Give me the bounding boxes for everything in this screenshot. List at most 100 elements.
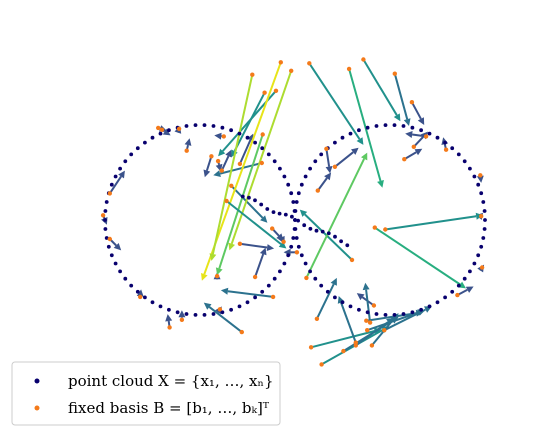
fixed-basis-point	[259, 160, 264, 166]
point-cloud-point	[211, 312, 216, 316]
basis-arrow	[305, 152, 368, 279]
point-cloud-point	[333, 234, 337, 239]
basis-arrow	[203, 155, 213, 178]
point-cloud-point	[202, 123, 207, 127]
point-cloud-point	[282, 174, 287, 179]
fixed-basis-point	[260, 132, 265, 137]
basis-arrow	[403, 148, 423, 161]
point-cloud-point	[286, 253, 291, 258]
fixed-basis-point	[262, 90, 267, 95]
point-cloud-layer	[103, 123, 487, 317]
fixed-basis-point	[184, 148, 189, 153]
legend-fixed-basis-marker	[34, 405, 40, 411]
legend: point cloud X = {x₁, …, xₙ} fixed basis …	[11, 361, 281, 426]
fixed-basis-point	[308, 345, 314, 350]
point-cloud-point	[482, 227, 487, 231]
point-cloud-point	[476, 253, 481, 258]
fixed-basis-point	[479, 265, 485, 270]
fixed-basis-point	[332, 164, 338, 169]
basis-arrow	[362, 282, 372, 323]
point-cloud-point	[468, 166, 472, 171]
point-cloud-point	[237, 131, 242, 136]
point-cloud-point	[266, 283, 271, 288]
fixed-basis-point	[319, 362, 324, 367]
point-cloud-point	[296, 191, 301, 196]
point-cloud-point	[326, 231, 331, 236]
fixed-basis-point	[367, 320, 373, 325]
point-cloud-point	[143, 295, 147, 300]
point-cloud-point	[435, 135, 440, 140]
point-cloud-point	[443, 140, 447, 145]
point-cloud-point	[293, 227, 298, 231]
fixed-basis-point	[107, 191, 113, 196]
fixed-basis-point	[252, 274, 258, 280]
point-cloud-point	[340, 300, 345, 305]
point-cloud-point	[211, 124, 216, 128]
fixed-basis-point	[372, 225, 377, 230]
point-cloud-point	[129, 283, 134, 288]
fixed-basis-point	[100, 213, 106, 218]
fixed-basis-point	[159, 127, 165, 132]
point-cloud-point	[260, 146, 265, 151]
point-cloud-point	[427, 131, 432, 136]
point-cloud-point	[468, 269, 472, 274]
point-cloud-point	[106, 244, 111, 249]
arrows-layer	[101, 58, 485, 366]
point-cloud-point	[193, 313, 198, 317]
basis-arrow	[325, 148, 333, 174]
point-cloud-point	[272, 159, 277, 164]
basis-arrow	[385, 212, 484, 231]
point-cloud-point	[410, 125, 415, 130]
point-cloud-point	[291, 236, 296, 240]
point-cloud-point	[272, 276, 277, 281]
point-cloud-point	[113, 174, 118, 179]
point-cloud-point	[220, 310, 225, 315]
point-cloud-point	[339, 239, 343, 244]
point-cloud-point	[462, 276, 467, 281]
fixed-basis-point	[219, 168, 224, 173]
fixed-basis-point	[346, 66, 352, 72]
point-cloud-point	[245, 300, 250, 305]
point-cloud-point	[374, 124, 379, 128]
basis-arrow	[308, 62, 364, 145]
basis-arrow	[316, 172, 332, 192]
fixed-basis-point	[278, 60, 283, 65]
basis-arrow	[393, 73, 411, 126]
point-cloud-point	[167, 128, 171, 133]
point-cloud-point	[303, 174, 308, 179]
point-cloud-point	[365, 310, 370, 315]
basis-arrow	[337, 296, 357, 343]
fixed-basis-point	[176, 126, 182, 131]
fixed-basis-point	[479, 214, 484, 219]
point-cloud-point	[104, 200, 109, 204]
point-cloud-point	[479, 244, 484, 249]
basis-arrow	[411, 101, 425, 125]
basis-arrow	[109, 238, 122, 251]
fixed-basis-point	[392, 71, 397, 76]
point-cloud-point	[427, 304, 432, 309]
point-cloud-point	[481, 236, 486, 240]
fixed-basis-point	[315, 188, 320, 193]
point-cloud-point	[202, 313, 207, 317]
point-cloud-point	[220, 125, 225, 130]
fixed-basis-point	[443, 147, 449, 152]
basis-arrow	[348, 68, 384, 188]
basis-arrow	[213, 162, 263, 177]
point-cloud-point	[266, 152, 271, 157]
point-cloud-point	[167, 307, 171, 312]
fixed-basis-point	[304, 275, 309, 281]
fixed-basis-point	[294, 250, 300, 255]
point-cloud-point	[253, 198, 257, 203]
point-cloud-point	[340, 135, 345, 140]
point-cloud-point	[291, 200, 296, 204]
fixed-basis-point	[349, 257, 355, 263]
point-cloud-point	[294, 236, 299, 240]
point-cloud-point	[123, 159, 128, 164]
point-cloud-point	[450, 289, 455, 294]
point-cloud-point	[158, 304, 163, 309]
point-cloud-point	[443, 295, 447, 300]
point-cloud-point	[135, 289, 140, 294]
point-cloud-point	[158, 131, 163, 136]
fixed-basis-point	[239, 329, 244, 335]
fixed-basis-point	[423, 134, 429, 139]
